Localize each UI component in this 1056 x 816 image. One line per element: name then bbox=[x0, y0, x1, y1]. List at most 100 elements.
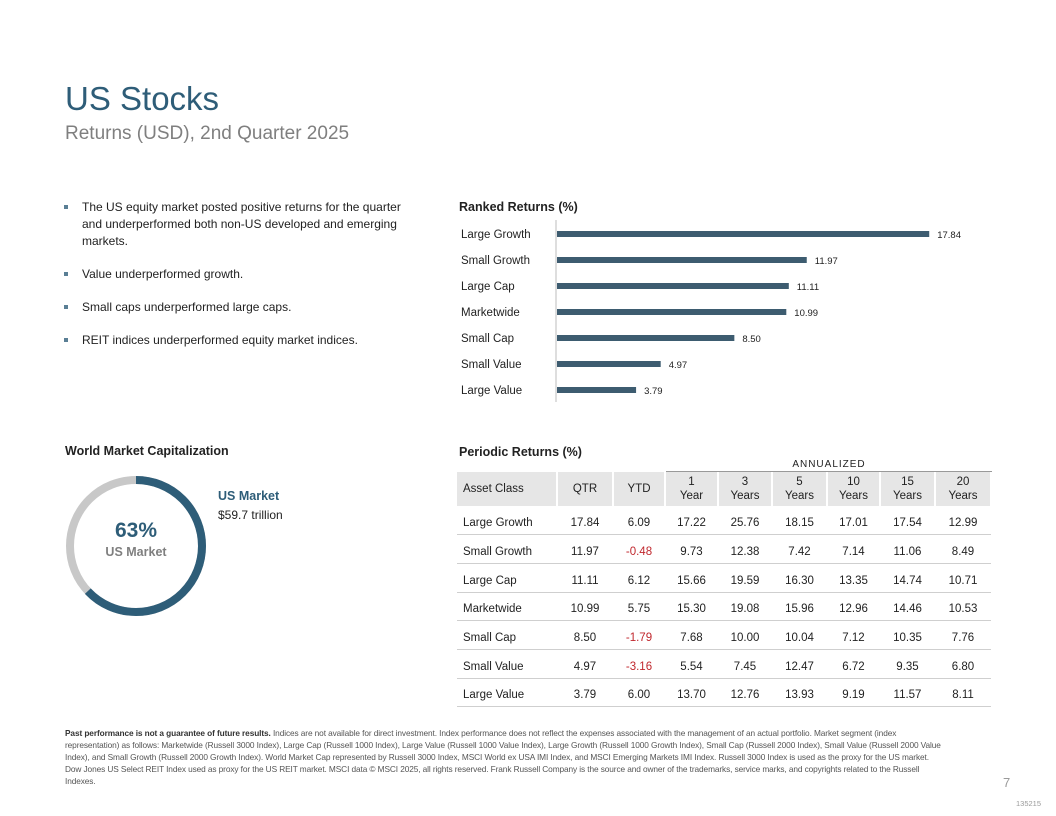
legend-title: US Market bbox=[218, 489, 280, 503]
header-line-1: Asset Class bbox=[463, 483, 524, 495]
return-cell: 9.35 bbox=[880, 649, 935, 679]
return-cell: 7.76 bbox=[935, 620, 991, 650]
return-cell: 12.47 bbox=[772, 649, 827, 679]
return-cell: 17.22 bbox=[665, 506, 718, 536]
disclaimer: Past performance is not a guarantee of f… bbox=[65, 727, 945, 787]
asset-class-cell: Large Growth bbox=[457, 506, 557, 536]
return-cell: 6.09 bbox=[613, 506, 665, 536]
return-cell: 7.42 bbox=[772, 534, 827, 564]
return-cell: 13.35 bbox=[827, 563, 880, 593]
category-label: Marketwide bbox=[461, 307, 520, 319]
category-label: Large Value bbox=[461, 385, 522, 397]
header-line-2: Years bbox=[948, 490, 978, 502]
bar bbox=[557, 387, 637, 393]
column-header: 15 Years bbox=[880, 472, 936, 506]
column-header: QTR bbox=[557, 472, 614, 506]
table-row: Large Value 3.79 6.00 13.70 12.76 13.93 9.19 11… bbox=[457, 678, 991, 708]
return-cell: 13.70 bbox=[665, 678, 718, 708]
header-line-2: Year bbox=[679, 490, 704, 502]
table-row: Large Cap 11.11 6.12 15.66 19.59 16.30 13.35 14… bbox=[457, 563, 991, 593]
value-label: 4.97 bbox=[669, 360, 688, 371]
category-label: Small Growth bbox=[461, 255, 530, 267]
return-cell: 9.73 bbox=[665, 534, 718, 564]
summary-bullets: The US equity market posted positive ret… bbox=[62, 199, 402, 365]
value-label: 11.97 bbox=[815, 256, 838, 267]
bar bbox=[557, 231, 930, 237]
return-cell: 11.06 bbox=[880, 534, 935, 564]
column-header: YTD bbox=[613, 472, 666, 506]
return-cell: 12.38 bbox=[718, 534, 772, 564]
return-cell: 13.93 bbox=[772, 678, 827, 708]
return-cell: 10.99 bbox=[557, 592, 613, 622]
header-line-1: 1 bbox=[688, 476, 695, 488]
ranked-returns-title: Ranked Returns (%) bbox=[459, 200, 578, 214]
bullet-square-icon bbox=[64, 205, 68, 209]
asset-class-cell: Marketwide bbox=[457, 592, 557, 622]
return-cell: 18.15 bbox=[772, 506, 827, 536]
header-line-2: Years bbox=[730, 490, 760, 502]
annualized-label: ANNUALIZED bbox=[792, 459, 866, 470]
periodic-returns-title: Periodic Returns (%) bbox=[459, 445, 582, 459]
return-cell: 17.01 bbox=[827, 506, 880, 536]
disclaimer-text: Indices are not available for direct inv… bbox=[65, 728, 941, 787]
return-cell: 14.46 bbox=[880, 592, 935, 622]
header-line-1: 3 bbox=[741, 476, 749, 488]
return-cell: 11.57 bbox=[880, 678, 935, 708]
return-cell: 3.79 bbox=[557, 678, 613, 708]
return-cell: 12.96 bbox=[827, 592, 880, 622]
donut-percent: 63% bbox=[114, 519, 158, 542]
bullet-text: Value underperformed growth. bbox=[82, 267, 244, 281]
column-header: Asset Class bbox=[457, 472, 558, 506]
bullet-item: REIT indices underperformed equity marke… bbox=[62, 332, 402, 349]
return-cell: 25.76 bbox=[718, 506, 772, 536]
return-cell: 15.96 bbox=[772, 592, 827, 622]
return-cell: 8.50 bbox=[557, 620, 613, 650]
header-line-1: YTD bbox=[627, 483, 651, 495]
bullet-text: REIT indices underperformed equity marke… bbox=[82, 333, 358, 347]
return-cell: 17.84 bbox=[557, 506, 613, 536]
asset-class-cell: Large Cap bbox=[457, 563, 557, 593]
return-cell: 6.72 bbox=[827, 649, 880, 679]
return-cell: 12.76 bbox=[718, 678, 772, 708]
return-cell: 8.11 bbox=[935, 678, 991, 708]
table-row: Small Growth 11.97 -0.48 9.73 12.38 7.42 7.14 1… bbox=[457, 534, 991, 564]
column-header: 10 Years bbox=[827, 472, 881, 506]
bullet-square-icon bbox=[64, 338, 68, 342]
table-body: Large Growth 17.84 6.09 17.22 25.76 18.15 17.0… bbox=[457, 506, 991, 708]
return-cell: 7.45 bbox=[718, 649, 772, 679]
asset-class-cell: Small Value bbox=[457, 649, 557, 679]
value-label: 8.50 bbox=[742, 334, 761, 345]
bar bbox=[557, 283, 789, 289]
value-label: 3.79 bbox=[644, 386, 663, 397]
value-label: 10.99 bbox=[794, 308, 818, 319]
page-number: 7 bbox=[1003, 775, 1011, 790]
return-cell: 15.30 bbox=[665, 592, 718, 622]
return-cell: 19.08 bbox=[718, 592, 772, 622]
return-cell: 10.71 bbox=[935, 563, 991, 593]
return-cell: 6.12 bbox=[613, 563, 665, 593]
return-cell: 5.54 bbox=[665, 649, 718, 679]
bullet-square-icon bbox=[64, 272, 68, 276]
value-label: 17.84 bbox=[937, 230, 961, 241]
bullet-item: The US equity market posted positive ret… bbox=[62, 199, 402, 250]
column-header: 1 Year bbox=[665, 472, 719, 506]
return-cell: 7.12 bbox=[827, 620, 880, 650]
return-cell: 19.59 bbox=[718, 563, 772, 593]
disclaimer-bold: Past performance is not a guarantee of f… bbox=[65, 728, 271, 738]
column-header: 5 Years bbox=[772, 472, 828, 506]
bar bbox=[557, 361, 661, 367]
header-line-1: 20 bbox=[956, 476, 970, 488]
return-cell: 16.30 bbox=[772, 563, 827, 593]
asset-class-cell: Small Cap bbox=[457, 620, 557, 650]
category-label: Small Cap bbox=[461, 333, 514, 345]
donut-center-label: US Market bbox=[105, 545, 167, 559]
return-cell: -1.79 bbox=[613, 620, 665, 650]
page-subtitle: Returns (USD), 2nd Quarter 2025 bbox=[65, 123, 350, 144]
header-line-1: 15 bbox=[901, 476, 914, 488]
table-row: Small Cap 8.50 -1.79 7.68 10.00 10.04 7.12 10.3… bbox=[457, 620, 991, 650]
header-line-1: 5 bbox=[796, 476, 803, 488]
table-row: Small Value 4.97 -3.16 5.54 7.45 12.47 6.72 9.3… bbox=[457, 649, 991, 679]
document-code: 135215 bbox=[1016, 799, 1042, 808]
asset-class-cell: Large Value bbox=[457, 678, 557, 708]
header-line-2: Years bbox=[893, 490, 922, 502]
